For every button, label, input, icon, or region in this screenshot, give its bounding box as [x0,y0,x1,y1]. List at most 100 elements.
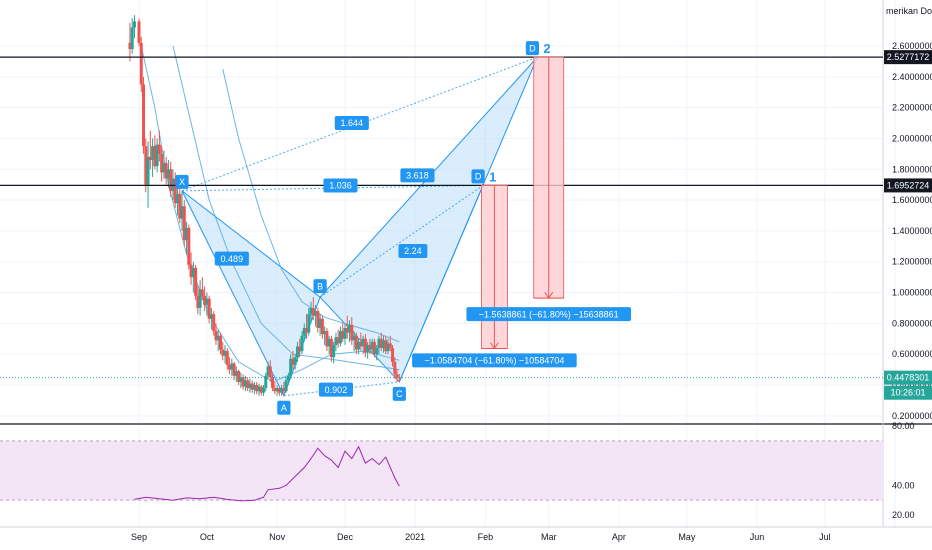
price-tick-label: 0.6000000 [892,349,932,359]
rsi-tick-label: 80.00 [892,421,915,431]
pattern-leg-bd1 [319,184,484,298]
ratio-label-text: 1.036 [329,181,352,191]
candle-body [160,153,164,173]
candle-body [198,289,202,308]
time-tick-label: Sep [131,532,147,542]
price-tick-label: 1.0000000 [892,288,932,298]
candle-body [252,385,256,390]
candle-body [357,341,361,350]
candle-body [142,84,146,147]
candle-body [155,144,159,167]
price-tick-label: 0.4000000 [892,380,932,390]
candle-body [162,163,166,173]
candle-body [234,371,238,376]
candle-body [361,338,365,347]
point-label-c: C [392,386,406,401]
rsi-line [134,445,400,502]
candle-body [246,380,250,389]
candle-body [372,341,376,355]
point-label-c-text: C [396,389,403,399]
ratio-label: 3.618 [400,168,435,183]
candle-body [216,335,220,341]
candle-body [262,388,266,393]
candle-body [327,338,331,347]
candle-body [268,366,272,378]
candle-body [264,375,268,389]
candle-body [187,227,191,265]
point-label-b: B [313,279,327,294]
candle-body [329,338,333,358]
candle-body [128,42,132,50]
candle-body [151,146,155,161]
candle-body [341,331,345,339]
candle-body [354,335,358,350]
point-label-x-bg [175,174,189,189]
candle-body [237,371,241,382]
candle-body [169,169,173,191]
candle-body [391,348,395,362]
candle-body [309,307,313,315]
candle-body [182,206,186,241]
point-label-a: A [277,400,291,415]
candle-body [223,351,227,356]
time-tick-label: Mar [541,532,557,542]
candle-body [259,386,263,393]
target-label: −1.0584704 (−61.80%) −10584704 [412,353,577,368]
candle-body [164,163,168,179]
candle-body [148,156,152,161]
candle-body [343,327,347,339]
point-label-c-bg [392,386,406,401]
candle-body [393,361,397,375]
candle-body [214,331,218,341]
candle-body [209,314,213,319]
candle-body [171,178,175,191]
candle-body [293,357,297,365]
candle-body [248,383,252,389]
candle-body [196,295,200,308]
candle-body [257,386,261,392]
candle-body [241,377,245,387]
candle-body [289,358,293,376]
time-tick-label: May [678,532,696,542]
candle-body [228,364,232,370]
candle-body [305,327,309,333]
candle-body [359,341,363,347]
candle-body [250,383,254,390]
candle-body [282,388,286,392]
candle-body [203,295,207,305]
candle-body [207,298,211,319]
rsi-tick-label: 20.00 [892,510,915,520]
currency-label: merikan Dola [886,6,932,16]
ratio-label-text: 2.24 [404,246,422,256]
candle-body [352,335,356,341]
point-label-d1: D [471,169,485,184]
candle-body [395,374,399,378]
rsi-series-line [134,445,400,502]
candles [128,15,401,396]
time-tick-label: Oct [200,532,215,542]
candle-body [307,314,311,333]
candle-body [325,331,329,347]
point-label-x-text: X [179,177,185,187]
price-axis: 2.6000000 2.4000000 2.2000000 2.0000000 1.80… [884,41,932,520]
ratio-label: 2.24 [398,243,428,258]
candle-body [314,311,318,316]
candle-body [366,344,370,353]
candle-body [311,307,315,316]
candle-body [377,338,381,349]
ratio-label-text: 1.644 [341,118,364,128]
candle-body [180,206,184,219]
candle-body [370,341,374,350]
time-axis: Sep Oct Nov Dec 2021 Feb Mar Apr May Jun Jul [131,532,831,542]
time-tick-label: Apr [612,532,626,542]
candle-body [320,318,324,335]
candle-body [146,156,150,185]
candle-body [153,146,157,167]
candle-body [173,178,177,204]
candle-body [185,227,189,241]
point-label-d1-text: D [475,172,482,182]
candle-body [200,289,204,296]
price-tag-bg [884,385,932,400]
target-label: −1.5638861 (−61.80%) −15638861 [466,307,632,322]
